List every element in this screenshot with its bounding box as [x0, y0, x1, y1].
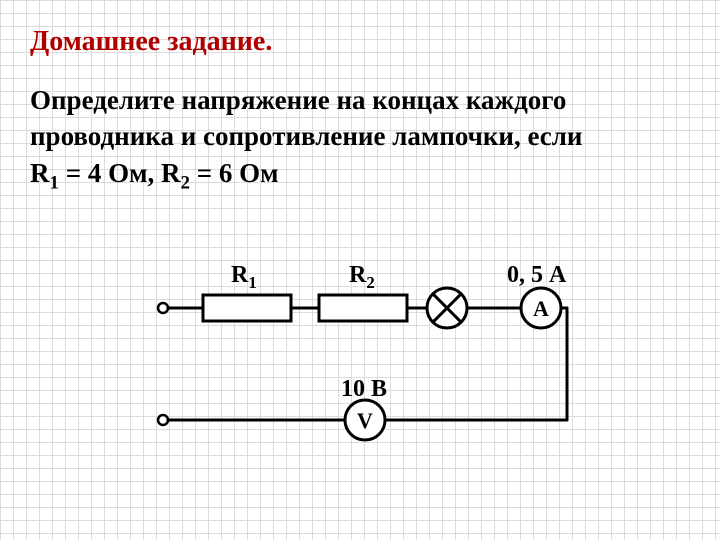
label-r2-sub: 2	[366, 273, 374, 292]
label-ammeter-value: 0, 5 А	[507, 262, 566, 289]
label-r2-name: R	[349, 262, 366, 288]
task-text: Определите напряжение на концах каждого …	[30, 82, 690, 196]
label-r1-name: R	[231, 262, 248, 288]
page: Домашнее задание. Определите напряжение …	[0, 0, 720, 540]
task-line-1: Определите напряжение на концах каждого	[30, 85, 566, 115]
task-r2-sub: 2	[180, 172, 189, 193]
task-r2-val: = 6 Ом	[190, 158, 279, 188]
svg-text:V: V	[357, 408, 373, 433]
task-line-2: проводника и сопротивление лампочки, есл…	[30, 121, 582, 151]
label-r1: R1	[231, 262, 257, 293]
homework-title: Домашнее задание.	[30, 26, 690, 58]
label-r2: R2	[349, 262, 375, 293]
svg-text:A: A	[533, 296, 549, 321]
label-voltmeter-value: 10 В	[341, 376, 387, 403]
content-area: Домашнее задание. Определите напряжение …	[0, 0, 720, 540]
task-r1-sub: 1	[50, 172, 59, 193]
task-r2-name: R	[161, 158, 181, 188]
task-r1-val: = 4 Ом,	[59, 158, 161, 188]
circuit-diagram: AV R1 R2 0, 5 А 10 В	[135, 250, 595, 490]
task-r1-name: R	[30, 158, 50, 188]
label-r1-sub: 1	[248, 273, 256, 292]
